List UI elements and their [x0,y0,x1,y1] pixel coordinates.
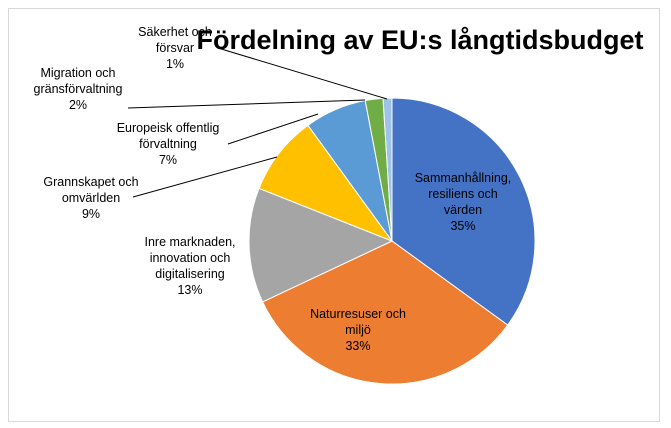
slice-label-line: Inre marknaden, [144,235,235,249]
pie-slice-4 [258,124,394,243]
slice-label-5: Europeisk offentlig förvaltning 7% [117,121,220,167]
slice-label-7: Säkerhet och försvar 1% [138,25,212,71]
leader-line-5 [227,113,319,145]
slice-label-line: miljö [345,323,371,337]
slice-percent: 1% [166,57,184,71]
slice-label-line: Säkerhet och [138,25,212,39]
slice-label-4: Grannskapet och omvärlden 9% [43,175,138,221]
slice-label-line: Migration och [40,66,115,80]
slice-label-line: förvaltning [139,137,197,151]
slice-label-line: digitalisering [155,267,225,281]
pie-slice-2 [261,240,509,385]
slice-label-1: Sammanhållning, resiliens och värden 35% [415,171,512,233]
slice-label-line: Naturresuser och [310,307,406,321]
slice-percent: 7% [159,153,177,167]
slice-percent: 35% [450,219,475,233]
pie-slice-3 [248,187,394,303]
slice-label-line: Sammanhållning, [415,171,512,185]
leader-line-4 [132,156,278,198]
slice-label-2: Naturresuser och miljö 33% [310,307,406,353]
slice-label-line: försvar [156,41,194,55]
slice-label-6: Migration och gränsförvaltning 2% [34,66,123,112]
slice-label-3: Inre marknaden, innovation och digitaliser… [144,235,235,297]
slice-label-line: Europeisk offentlig [117,121,220,135]
slice-label-line: omvärlden [62,191,120,205]
slice-percent: 33% [345,339,370,353]
chart-title: Fördelning av EU:s långtidsbudget [196,25,643,55]
slice-label-line: resiliens och [428,187,498,201]
slice-label-line: gränsförvaltning [34,82,123,96]
slice-label-line: värden [444,203,482,217]
pie-slice-1 [391,97,536,326]
slice-percent: 13% [177,283,202,297]
slice-label-line: Grannskapet och [43,175,138,189]
leader-line-6 [127,99,366,109]
slice-percent: 9% [82,207,100,221]
slice-percent: 2% [69,98,87,112]
slice-label-line: innovation och [150,251,231,265]
leader-line-7 [217,47,388,100]
